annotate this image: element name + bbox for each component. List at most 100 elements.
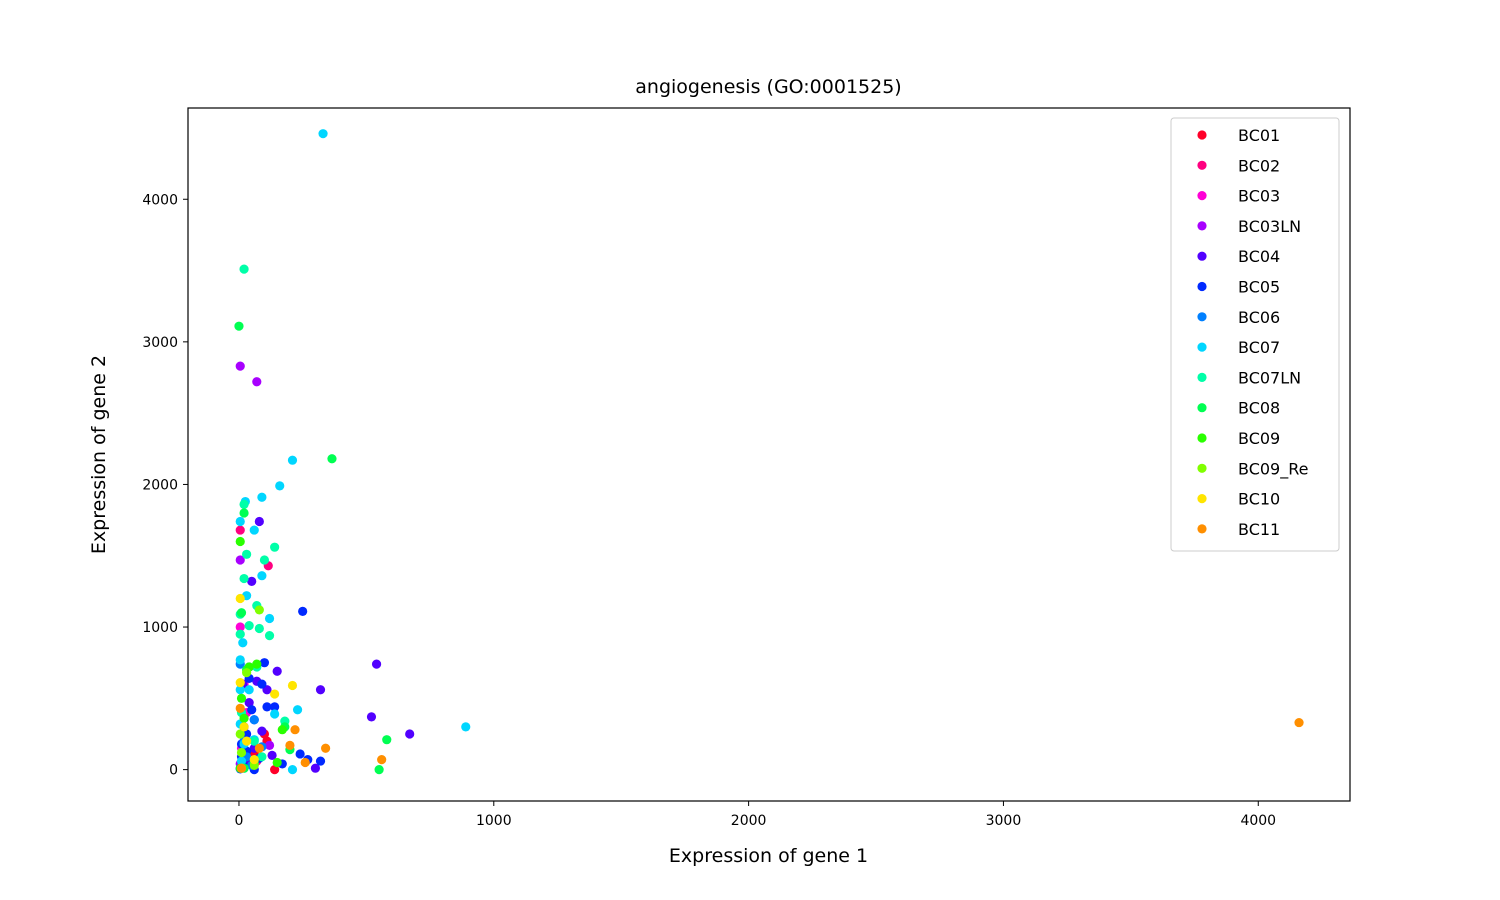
data-point-bc07 (270, 709, 280, 719)
y-tick-label: 1000 (142, 620, 178, 636)
data-point-bc11 (321, 743, 331, 753)
y-tick-label: 4000 (142, 192, 178, 208)
legend-marker (1197, 372, 1207, 382)
data-point-bc07ln (264, 630, 275, 641)
data-point-bc05 (262, 702, 272, 712)
data-point-bc07 (238, 638, 248, 648)
data-point-bc05 (270, 702, 280, 712)
legend-marker (1197, 433, 1207, 443)
data-point-bc07ln (249, 736, 259, 746)
data-point-bc05 (315, 756, 326, 766)
y-tick-label: 0 (169, 763, 178, 779)
chart-title: angiogenesis (GO:0001525) (635, 76, 901, 98)
data-point-bc04 (371, 659, 382, 669)
data-point-bc05 (257, 679, 267, 689)
data-point-bc08 (236, 608, 247, 618)
legend-marker (1197, 160, 1207, 170)
x-tick-label: 0 (235, 813, 244, 829)
data-point-bc09 (235, 536, 245, 547)
data-point-bc10 (239, 722, 249, 732)
data-point-bc05 (259, 658, 270, 668)
data-point-bc09 (252, 659, 262, 669)
data-point-bc08 (234, 321, 244, 331)
data-point-bc07ln (259, 555, 270, 565)
y-axis-title: Expression of gene 2 (88, 355, 110, 554)
data-point-bc07ln (254, 623, 264, 634)
data-point-bc11 (235, 703, 245, 713)
legend-marker (1197, 191, 1207, 201)
data-point-bc05 (298, 606, 308, 616)
legend-label: BC07LN (1238, 368, 1301, 387)
legend-label: BC03LN (1238, 217, 1301, 236)
data-point-bc10 (287, 680, 298, 691)
data-point-bc08 (382, 735, 392, 745)
legend-box (1170, 117, 1340, 552)
data-point-bc08 (239, 508, 249, 518)
data-point-bc07 (461, 722, 471, 732)
legend-label: BC02 (1238, 156, 1280, 175)
data-point-bc03ln (235, 555, 245, 565)
data-point-bc09 (277, 725, 287, 735)
data-point-bc09_re (235, 729, 245, 739)
data-point-bc02 (235, 525, 245, 535)
legend-marker (1197, 463, 1207, 473)
data-point-bc11 (285, 740, 295, 750)
data-point-bc01 (270, 765, 280, 775)
data-point-bc09 (272, 757, 282, 768)
data-point-bc11 (1294, 717, 1304, 728)
data-point-bc07 (292, 705, 303, 715)
data-point-bc04 (405, 729, 415, 739)
data-point-bc04 (272, 666, 282, 676)
data-point-bc07 (257, 492, 267, 502)
legend-marker (1197, 494, 1207, 504)
x-axis-title: Expression of gene 1 (669, 845, 868, 867)
data-point-bc09_re (236, 747, 247, 758)
data-point-bc07ln (257, 752, 267, 762)
x-axis: 0 1000 2000 3000 4000 (235, 801, 1276, 829)
data-point-bc04 (366, 712, 377, 722)
data-point-bc07ln (239, 264, 249, 274)
data-point-bc07 (318, 129, 328, 139)
data-point-bc07ln (239, 499, 249, 510)
legend-label: BC03 (1238, 187, 1280, 206)
plot-frame (187, 107, 1351, 802)
legend-label: BC09 (1238, 429, 1280, 448)
data-point-bc07ln (242, 549, 252, 559)
data-point-bc07 (287, 455, 298, 465)
data-point-bc06 (249, 715, 259, 725)
legend-label: BC05 (1238, 278, 1280, 297)
data-point-bc07 (235, 655, 245, 665)
data-point-bc04 (257, 726, 267, 736)
legend-marker (1197, 342, 1207, 352)
legend-marker (1197, 221, 1207, 231)
data-point-bc03ln (252, 377, 262, 387)
legend-marker (1197, 130, 1207, 140)
data-point-bc10 (270, 689, 280, 699)
x-tick-label: 3000 (986, 813, 1022, 829)
data-point-bc07 (235, 516, 245, 527)
data-point-bc08 (327, 454, 337, 464)
y-axis: 0 1000 2000 3000 4000 (142, 192, 188, 779)
data-point-bc07 (264, 613, 275, 624)
legend-marker (1197, 281, 1207, 292)
data-point-bc09 (236, 693, 247, 703)
data-point-bc04 (310, 763, 321, 773)
data-point-bc10 (249, 755, 259, 765)
data-point-bc11 (290, 725, 300, 735)
data-point-bc10 (242, 736, 252, 746)
x-tick-label: 2000 (731, 813, 767, 829)
data-point-bc04 (244, 698, 254, 708)
data-point-bc10 (235, 678, 245, 688)
data-point-bc11 (236, 763, 247, 773)
data-point-bc09 (239, 713, 249, 723)
data-point-bc08 (374, 765, 384, 775)
points-layer (234, 129, 1304, 775)
x-tick-label: 4000 (1240, 813, 1276, 829)
data-point-bc09_re (254, 605, 264, 615)
legend-label: BC10 (1238, 490, 1280, 509)
legend-label: BC01 (1238, 126, 1280, 145)
data-point-bc07ln (244, 621, 254, 631)
legend-label: BC06 (1238, 308, 1280, 327)
y-tick-label: 3000 (142, 335, 178, 351)
